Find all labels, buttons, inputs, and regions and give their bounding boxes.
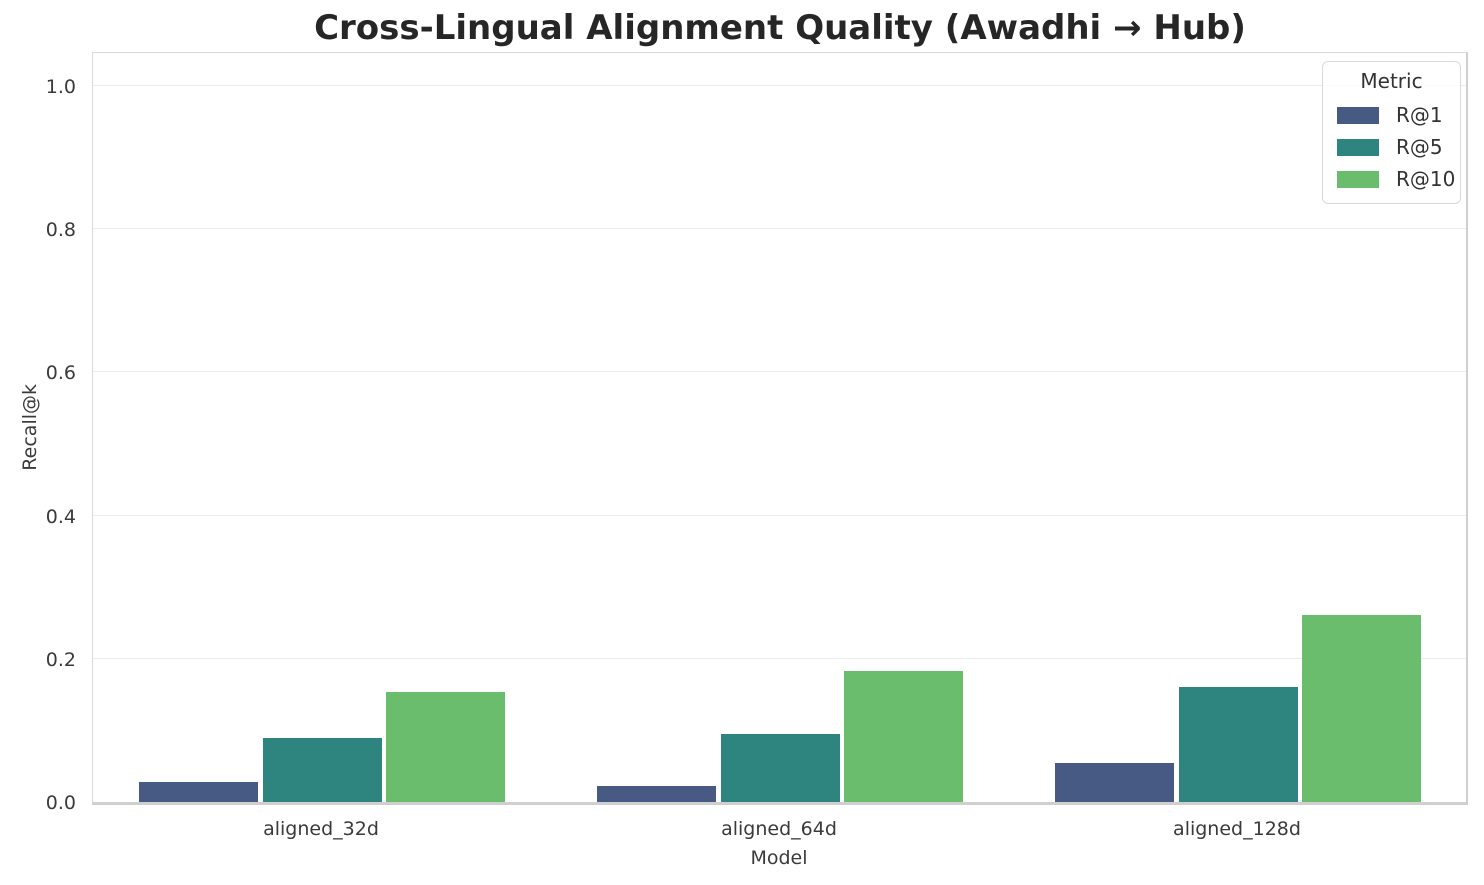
- x-tick-label: aligned_64d: [721, 818, 837, 840]
- y-tick-label: 0.4: [45, 505, 76, 528]
- bar-aligned_32d-R@1: [139, 781, 259, 802]
- x-tick-label: aligned_128d: [1173, 818, 1301, 840]
- legend-label-r1: R@1: [1396, 103, 1443, 127]
- x-tick-label: aligned_32d: [263, 818, 379, 840]
- legend-swatch-r5: [1337, 138, 1379, 156]
- y-tick-label: 0.0: [45, 792, 76, 814]
- bar-aligned_128d-R@1: [1055, 763, 1175, 802]
- bar-aligned_32d-R@10: [385, 692, 505, 802]
- legend-label-r10: R@10: [1396, 167, 1456, 191]
- legend-swatch-r1: [1337, 106, 1379, 124]
- bar-aligned_128d-R@5: [1178, 687, 1298, 802]
- x-axis-label: Model: [750, 847, 808, 869]
- gridline: [93, 228, 1466, 230]
- y-tick-label: 0.2: [45, 648, 76, 671]
- bar-aligned_64d-R@1: [597, 786, 717, 802]
- gridline: [93, 85, 1466, 86]
- y-tick-label: 0.6: [45, 362, 76, 385]
- plot-area: Recall@k: [19, 52, 1468, 805]
- gridline: [93, 514, 1466, 516]
- legend-item-r1: R@1: [1323, 99, 1460, 131]
- bar-aligned_128d-R@10: [1301, 615, 1421, 802]
- bar-aligned_32d-R@5: [262, 737, 382, 802]
- legend-title: Metric: [1360, 69, 1423, 93]
- legend-item-r5: R@5: [1323, 131, 1460, 163]
- legend-swatch-r10: [1337, 170, 1379, 188]
- gridline: [93, 657, 1466, 659]
- legend: Metric R@1 R@5 R@10: [1322, 61, 1461, 204]
- legend-item-r10: R@10: [1323, 163, 1460, 195]
- bar-aligned_64d-R@5: [720, 733, 840, 802]
- bar-aligned_64d-R@10: [843, 670, 963, 802]
- chart-title: Cross-Lingual Alignment Quality (Awadhi …: [314, 8, 1246, 48]
- y-tick-label: 0.8: [45, 219, 76, 242]
- legend-label-r5: R@5: [1396, 135, 1443, 159]
- gridline: [93, 371, 1466, 373]
- y-axis-label: Recall@k: [19, 384, 41, 471]
- y-tick-label: 1.0: [45, 76, 76, 98]
